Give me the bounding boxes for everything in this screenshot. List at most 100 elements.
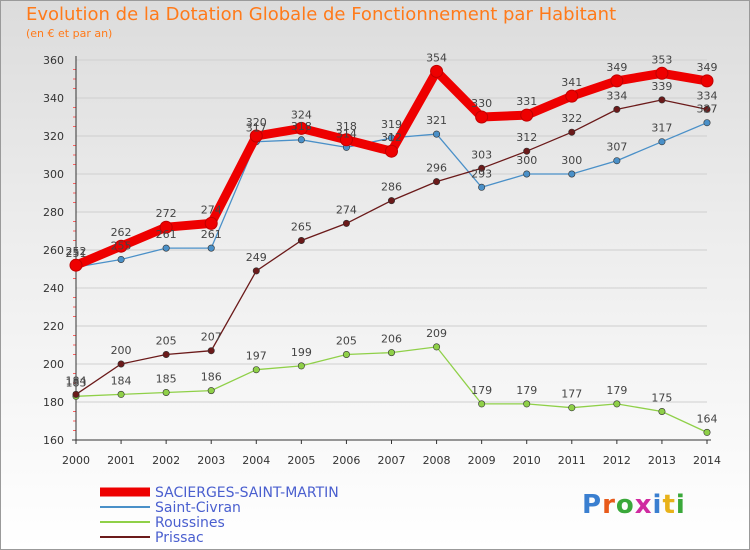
data-label: 319: [381, 118, 402, 131]
x-tick-label: 2004: [242, 454, 270, 467]
data-label: 339: [651, 80, 672, 93]
data-label: 330: [471, 97, 492, 110]
data-label: 249: [246, 251, 267, 264]
data-point: [478, 400, 486, 408]
logo-letter: r: [602, 490, 616, 520]
y-tick-label: 240: [43, 282, 64, 295]
data-label: 252: [66, 245, 87, 258]
data-point: [433, 178, 441, 186]
logo-letter: P: [582, 490, 603, 520]
data-label: 293: [471, 167, 492, 180]
data-label: 261: [156, 228, 177, 241]
data-point: [297, 136, 305, 144]
data-label: 205: [336, 335, 357, 348]
data-point: [162, 388, 170, 396]
x-tick-label: 2005: [287, 454, 315, 467]
data-label: 200: [111, 344, 132, 357]
data-label: 179: [516, 384, 537, 397]
data-point: [387, 197, 395, 205]
data-point: [207, 347, 215, 355]
data-point: [204, 216, 218, 230]
data-point: [658, 96, 666, 104]
data-label: 265: [291, 221, 312, 234]
y-tick-label: 280: [43, 206, 64, 219]
data-label: 353: [651, 53, 672, 66]
data-point: [433, 130, 441, 138]
data-label: 272: [156, 207, 177, 220]
x-tick-label: 2000: [62, 454, 90, 467]
data-label: 177: [561, 388, 582, 401]
data-point: [568, 404, 576, 412]
data-point: [613, 157, 621, 165]
legend-label-prissac: Prissac: [155, 530, 204, 546]
data-point: [655, 66, 669, 80]
data-point: [700, 74, 714, 88]
data-label: 261: [201, 228, 222, 241]
data-point: [72, 390, 80, 398]
data-point: [162, 350, 170, 358]
data-label: 185: [156, 373, 177, 386]
data-point: [69, 258, 83, 272]
y-tick-label: 220: [43, 320, 64, 333]
data-point: [252, 366, 260, 374]
data-label: 318: [291, 120, 312, 133]
data-label: 175: [651, 392, 672, 405]
x-tick-label: 2013: [648, 454, 676, 467]
data-point: [433, 343, 441, 351]
data-point: [475, 110, 489, 124]
data-label: 307: [606, 141, 627, 154]
data-point: [207, 387, 215, 395]
data-point: [339, 133, 353, 147]
data-label: 312: [381, 131, 402, 144]
data-label: 197: [246, 350, 267, 363]
data-label: 206: [381, 333, 402, 346]
data-point: [568, 170, 576, 178]
x-tick-label: 2001: [107, 454, 135, 467]
x-tick-label: 2002: [152, 454, 180, 467]
data-label: 186: [201, 371, 222, 384]
y-tick-label: 340: [43, 92, 64, 105]
x-tick-label: 2007: [378, 454, 406, 467]
data-point: [703, 428, 711, 436]
data-point: [703, 119, 711, 127]
data-point: [385, 144, 398, 158]
y-tick-label: 160: [43, 434, 64, 447]
data-label: 341: [561, 76, 582, 89]
data-label: 320: [246, 116, 267, 129]
x-tick-label: 2014: [693, 454, 721, 467]
legend-label-roussines: Roussines: [155, 515, 225, 531]
x-tick-label: 2011: [558, 454, 586, 467]
data-label: 205: [156, 335, 177, 348]
logo-letter: i: [675, 490, 686, 520]
data-label: 334: [606, 89, 627, 102]
chart-subtitle: (en € et par an): [26, 27, 113, 40]
data-label: 209: [426, 327, 447, 340]
data-point: [117, 255, 125, 263]
y-tick-label: 200: [43, 358, 64, 371]
data-label: 296: [426, 162, 447, 175]
x-tick-label: 2012: [603, 454, 631, 467]
data-point: [658, 407, 666, 415]
data-label: 321: [426, 114, 447, 127]
data-point: [703, 105, 711, 113]
data-label: 300: [516, 154, 537, 167]
data-label: 354: [426, 51, 447, 64]
data-point: [658, 138, 666, 146]
data-label: 312: [516, 131, 537, 144]
data-point: [523, 147, 531, 155]
data-label: 331: [516, 95, 537, 108]
data-point: [297, 237, 305, 245]
y-tick-label: 320: [43, 130, 64, 143]
data-label: 300: [561, 154, 582, 167]
data-point: [610, 74, 624, 88]
data-label: 274: [201, 203, 222, 216]
data-point: [207, 244, 215, 252]
data-point: [249, 129, 263, 143]
data-label: 184: [111, 374, 132, 387]
data-point: [117, 360, 125, 368]
legend-label-saint-civran: Saint-Civran: [155, 500, 241, 516]
data-label: 184: [66, 374, 87, 387]
x-tick-label: 2008: [423, 454, 451, 467]
